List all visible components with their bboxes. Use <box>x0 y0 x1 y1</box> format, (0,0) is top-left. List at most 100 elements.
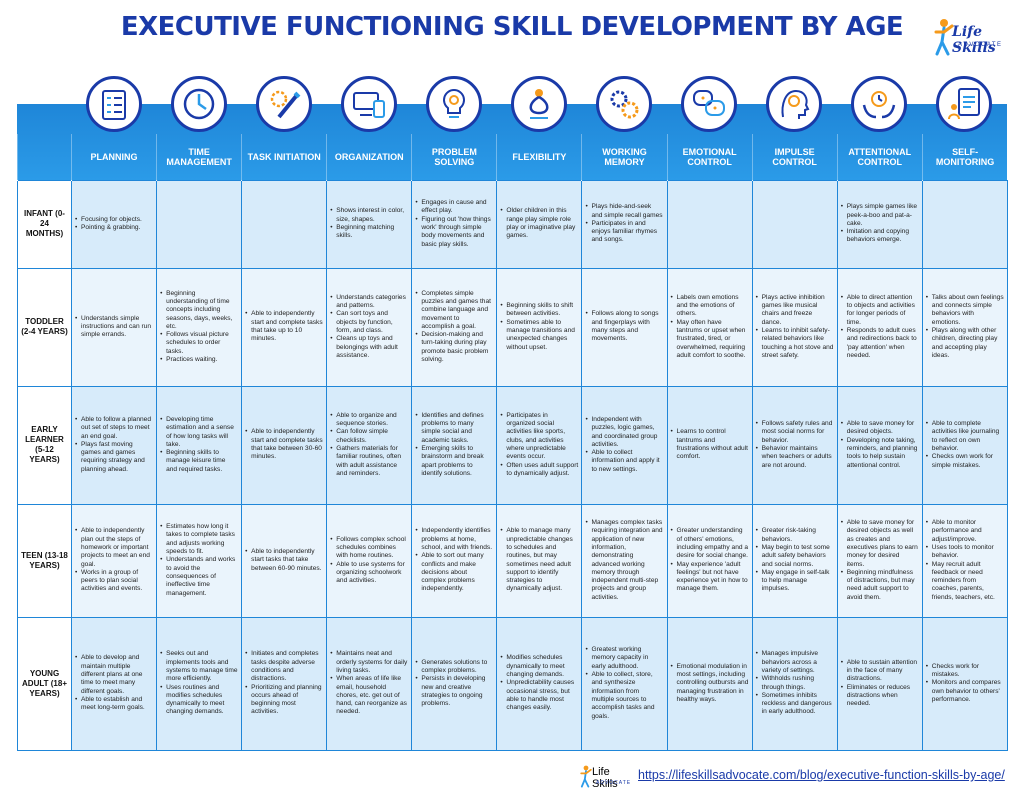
bullet-item: Beginning mindfulness of distractions, b… <box>841 569 919 602</box>
bullet-list: Able to independently start and complete… <box>245 310 323 343</box>
bullet-list: Checks work for mistakes.Monitors and co… <box>926 663 1004 704</box>
bullet-item: Able to independently start and complete… <box>245 310 323 343</box>
bullet-item: Pointing & grabbing. <box>75 224 153 233</box>
age-label: EARLY LEARNER (5-12 YEARS) <box>17 385 72 505</box>
bullet-item: Unpredictability causes occasional stres… <box>500 679 578 712</box>
bullet-item: Able to establish and meet long-term goa… <box>75 696 153 713</box>
skill-cell: Emotional modulation in most settings, i… <box>666 616 753 751</box>
bullet-item: Talks about own feelings and connects si… <box>926 294 1004 327</box>
bullet-item: Learns to inhibit safety-related behavio… <box>756 327 834 360</box>
table-row: TEEN (13-18 YEARS)Able to independently … <box>17 503 1008 618</box>
skill-cell: Developing time estimation and a sense o… <box>156 385 243 505</box>
bullet-item: Able to manage many unpredictable change… <box>500 527 578 593</box>
skill-cell: Engages in cause and effect play.Figurin… <box>411 179 498 269</box>
skill-cell: Generates solutions to complex problems.… <box>411 616 498 751</box>
bullet-list: Shows interest in color, size, shapes.Be… <box>330 207 408 240</box>
skill-cell: Plays active inhibition games like music… <box>751 267 838 387</box>
bullet-item: Able to organize and sequence stories. <box>330 412 408 429</box>
footer-logo[interactable]: Life Skills ADVOCATE <box>580 762 636 790</box>
gears-pencil-icon-glyph <box>270 90 301 119</box>
bullet-list: Generates solutions to complex problems.… <box>415 659 493 709</box>
planning-checklist-icon-glyph <box>101 90 126 120</box>
brand-logo[interactable]: Life Skills ADVOCATE <box>934 14 1006 58</box>
skill-cell: Seeks out and implements tools and syste… <box>156 616 243 751</box>
footer-logo-subtext: ADVOCATE <box>596 780 632 786</box>
bullet-item: Participates in and enjoys familiar rhym… <box>585 220 663 245</box>
bullet-list: Able to sustain attention in the face of… <box>841 659 919 709</box>
bullet-list: Understands categories and patterns.Can … <box>330 294 408 360</box>
bullet-item: When areas of life like email, household… <box>330 675 408 716</box>
column-header: PLANNING <box>70 134 157 180</box>
bullet-item: Able to sort out many conflicts and make… <box>415 552 493 593</box>
bullet-item: Able to monitor performance and adjust/i… <box>926 519 1004 544</box>
bullet-item: Often uses adult support to dynamically … <box>500 462 578 479</box>
bullet-list: Focusing for objects.Pointing & grabbing… <box>75 216 153 233</box>
bullet-item: May engage in self-talk to help manage i… <box>756 569 834 594</box>
bullet-list: Identifies and defines problems to many … <box>415 412 493 478</box>
bullet-item: Able to independently start and complete… <box>245 428 323 461</box>
skill-cell: Understands categories and patterns.Can … <box>326 267 413 387</box>
bullet-list: Able to follow a planned out set of step… <box>75 416 153 474</box>
source-link[interactable]: https://lifeskillsadvocate.com/blog/exec… <box>638 768 1005 782</box>
bullet-item: Sometimes inhibits reckless and dangerou… <box>756 692 834 717</box>
skill-cell: Independent with puzzles, logic games, a… <box>581 385 668 505</box>
skill-cell: Shows interest in color, size, shapes.Be… <box>326 179 413 269</box>
bullet-item: Prioritizing and planning occurs ahead o… <box>245 684 323 717</box>
bullet-item: Beginning skills to shift between activi… <box>500 302 578 319</box>
skill-cell: Independently identifies problems at hom… <box>411 503 498 618</box>
bullet-item: Decision-making and turn-taking during p… <box>415 331 493 364</box>
icon-row <box>17 76 1007 136</box>
bullet-list: Manages impulsive behaviors across a var… <box>756 650 834 716</box>
skill-cell: Beginning skills to shift between activi… <box>496 267 583 387</box>
bullet-item: Able to use systems for organizing schoo… <box>330 561 408 586</box>
skill-cell: Understands simple instructions and can … <box>70 267 158 387</box>
bullet-list: Beginning skills to shift between activi… <box>500 302 578 352</box>
hands-clock-icon-glyph <box>863 91 896 119</box>
skill-cell: Able to manage many unpredictable change… <box>496 503 583 618</box>
bullet-item: Practices waiting. <box>160 356 238 365</box>
bullet-item: Sometimes able to manage transitions and… <box>500 319 578 352</box>
bullet-item: Can follow simple checklists. <box>330 428 408 445</box>
bullet-item: Able to save money for desired objects a… <box>841 519 919 569</box>
bullet-item: May often have tantrums or upset when fr… <box>671 319 749 360</box>
skill-cell: Plays hide-and-seek and simple recall ga… <box>581 179 668 269</box>
bullet-list: Able to organize and sequence stories.Ca… <box>330 412 408 478</box>
bullet-list: Estimates how long it takes to complete … <box>160 523 238 598</box>
age-label: INFANT (0-24 MONTHS) <box>17 179 72 269</box>
skill-cell: Modifies schedules dynamically to meet c… <box>496 616 583 751</box>
bullet-item: Follows along to songs and fingerplays w… <box>585 310 663 343</box>
bullet-list: Participates in organized social activit… <box>500 412 578 478</box>
flexible-person-icon-glyph <box>529 89 549 119</box>
column-header: PROBLEM SOLVING <box>411 134 497 180</box>
bullet-item: Able to independently plan out the steps… <box>75 527 153 568</box>
table-row: TODDLER (2-4 YEARS)Understands simple in… <box>17 267 1008 387</box>
bullet-item: Plays fast moving games and games requir… <box>75 441 153 474</box>
bullet-item: Able to sustain attention in the face of… <box>841 659 919 684</box>
bullet-list: Learns to control tantrums and frustrati… <box>671 428 749 461</box>
skill-cell: Follows complex school schedules combine… <box>326 503 413 618</box>
bullet-item: Identifies and defines problems to many … <box>415 412 493 445</box>
bullet-item: Engages in cause and effect play. <box>415 199 493 216</box>
skill-cell <box>921 179 1008 269</box>
bullet-item: Participates in organized social activit… <box>500 412 578 462</box>
column-header: FLEXIBILITY <box>496 134 582 180</box>
bullet-item: Developing note taking, reminders, and p… <box>841 437 919 470</box>
bullet-item: Persists in developing new and creative … <box>415 675 493 708</box>
skill-cell <box>751 179 838 269</box>
skill-cell: Able to independently start tasks that t… <box>241 503 328 618</box>
bullet-item: Understands categories and patterns. <box>330 294 408 311</box>
bullet-item: Independent with puzzles, logic games, a… <box>585 416 663 449</box>
skill-cell: Able to sustain attention in the face of… <box>836 616 923 751</box>
skill-cell: Maintains neat and orderly systems for d… <box>326 616 413 751</box>
bullet-list: Completes simple puzzles and games that … <box>415 290 493 365</box>
column-header: ORGANIZATION <box>326 134 412 180</box>
column-header: WORKING MEMORY <box>581 134 668 180</box>
skill-cell: Manages complex tasks requiring integrat… <box>581 503 668 618</box>
bullet-item: Able to collect information and apply it… <box>585 449 663 474</box>
bullet-list: Able to complete activities like journal… <box>926 420 1004 470</box>
stick-figure-icon <box>580 765 592 788</box>
age-label: TEEN (13-18 YEARS) <box>17 503 72 618</box>
skill-cell: Able to develop and maintain multiple di… <box>70 616 158 751</box>
header-row: PLANNING TIME MANAGEMENT TASK INITIATION OR… <box>17 134 1008 180</box>
skill-cell: Greater understanding of others' emotion… <box>666 503 753 618</box>
